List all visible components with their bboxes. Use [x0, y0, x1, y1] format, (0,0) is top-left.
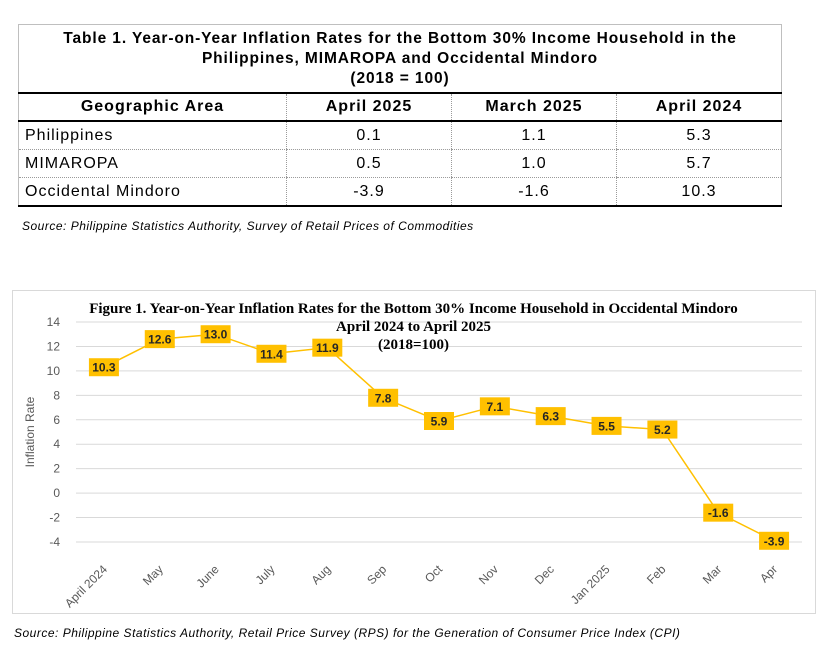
row-value-mar2025: 1.1	[451, 121, 617, 150]
data-label-box	[703, 503, 734, 522]
chart-title: Figure 1. Year-on-Year Inflation Rates f…	[0, 300, 827, 354]
y-tick-label: 0	[53, 486, 60, 500]
data-label-box	[88, 358, 119, 377]
data-label-box	[424, 412, 454, 430]
row-value-apr2025: -3.9	[286, 177, 452, 207]
row-value-mar2025: -1.6	[451, 177, 617, 207]
data-label: 11.9	[316, 341, 339, 355]
row-value-apr2025: 0.5	[286, 149, 452, 178]
table-title-line-1: Table 1. Year-on-Year Inflation Rates fo…	[63, 30, 737, 47]
row-value-apr2024: 5.7	[616, 149, 782, 178]
x-tick-label: Aug	[308, 562, 333, 587]
x-tick-label: May	[140, 562, 166, 588]
inflation-table: Table 1. Year-on-Year Inflation Rates fo…	[18, 24, 782, 207]
data-label-box	[535, 407, 566, 426]
data-label-box	[479, 397, 510, 416]
y-tick-label: 10	[47, 364, 61, 378]
x-tick-label: Feb	[644, 562, 669, 587]
table-body: Geographic Area April 2025 March 2025 Ap…	[18, 92, 782, 207]
y-tick-label: 6	[53, 413, 60, 427]
chart-title-line-2: April 2024 to April 2025	[335, 319, 491, 335]
data-label: 7.8	[375, 391, 392, 405]
data-label-box	[312, 338, 343, 357]
x-tick-label: July	[253, 562, 278, 587]
y-tick-label: 2	[53, 462, 60, 476]
header-march-2025: March 2025	[451, 92, 617, 122]
data-label: 5.5	[598, 419, 615, 433]
x-tick-label: Jan 2025	[568, 562, 613, 607]
table-header-row: Geographic Area April 2025 March 2025 Ap…	[18, 92, 782, 122]
header-geographic-area: Geographic Area	[18, 92, 287, 122]
header-april-2025: April 2025	[286, 92, 452, 122]
chart-title-line-1: Figure 1. Year-on-Year Inflation Rates f…	[89, 301, 738, 317]
table-row: MIMAROPA 0.5 1.0 5.7	[18, 149, 782, 178]
row-value-mar2025: 1.0	[451, 149, 617, 178]
data-label-box	[256, 344, 287, 363]
row-value-apr2024: 10.3	[616, 177, 782, 207]
table-title-line-3: (2018 = 100)	[350, 70, 450, 87]
header-april-2024: April 2024	[616, 92, 782, 122]
row-area: Philippines	[18, 121, 287, 150]
y-tick-label: 14	[47, 315, 61, 329]
data-label-box	[368, 388, 399, 407]
y-tick-label: -2	[49, 511, 60, 525]
row-value-apr2024: 5.3	[616, 121, 782, 150]
row-area: Occidental Mindoro	[18, 177, 287, 207]
table-row: Philippines 0.1 1.1 5.3	[18, 121, 782, 150]
chart-frame	[12, 290, 816, 614]
row-area: MIMAROPA	[18, 149, 287, 178]
data-label: 7.1	[487, 400, 504, 414]
data-label: 11.4	[260, 347, 283, 361]
y-tick-label: 8	[53, 388, 60, 402]
chart-title-line-3: (2018=100)	[377, 337, 450, 353]
data-label-box	[647, 420, 678, 439]
y-axis-title: Inflation Rate	[23, 396, 37, 467]
data-label: 12.6	[148, 333, 172, 347]
data-label: 6.3	[542, 410, 559, 424]
table-title-line-2: Philippines, MIMAROPA and Occidental Min…	[201, 50, 599, 67]
y-tick-label: -4	[49, 535, 60, 549]
x-tick-label: Nov	[476, 562, 501, 587]
x-tick-label: Apr	[757, 562, 780, 585]
table-source: Source: Philippine Statistics Authority,…	[22, 219, 474, 233]
data-label: -3.9	[764, 534, 785, 548]
x-tick-label: June	[193, 562, 222, 591]
data-label: 13.0	[204, 328, 228, 342]
x-tick-label: April 2024	[62, 562, 110, 610]
data-label: -1.6	[708, 506, 729, 520]
data-label-box	[591, 416, 622, 435]
data-label: 5.2	[654, 423, 671, 437]
y-tick-label: 4	[53, 437, 60, 451]
data-label-box	[144, 330, 175, 349]
y-tick-label: 12	[47, 339, 61, 353]
x-tick-label: Mar	[700, 562, 725, 587]
x-tick-label: Sep	[364, 562, 389, 587]
x-tick-label: Dec	[532, 562, 557, 587]
table-row: Occidental Mindoro -3.9 -1.6 10.3	[18, 177, 782, 207]
x-tick-label: Oct	[422, 562, 446, 586]
data-label: 10.3	[92, 361, 116, 375]
figure-source: Source: Philippine Statistics Authority,…	[14, 626, 681, 640]
data-label-box	[759, 531, 790, 550]
table-title: Table 1. Year-on-Year Inflation Rates fo…	[18, 24, 782, 92]
data-label-box	[200, 325, 231, 344]
data-label: 5.9	[431, 415, 448, 429]
row-value-apr2025: 0.1	[286, 121, 452, 150]
